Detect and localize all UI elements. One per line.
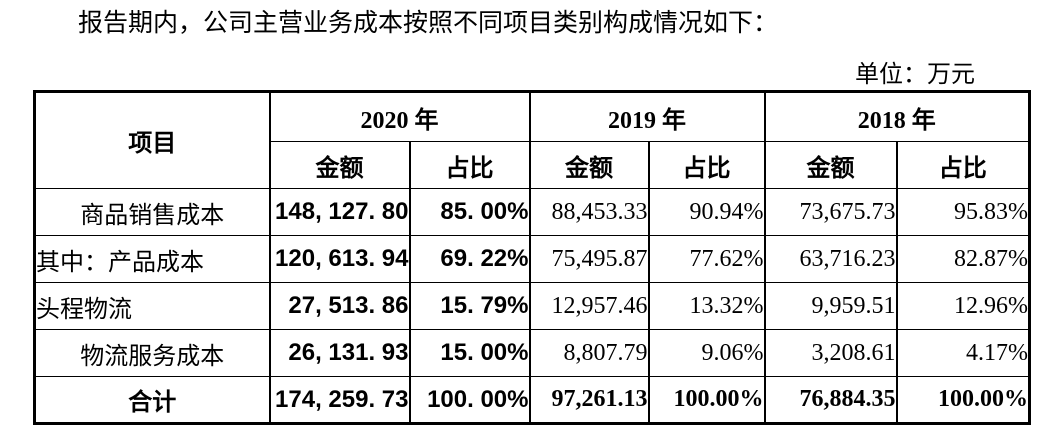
cell-ratio-2019: 9.06%	[647, 329, 766, 377]
header-year-2019: 2019 年	[528, 91, 766, 142]
cell-amount-2020: 174, 259. 73	[268, 376, 411, 424]
cell-ratio-2018: 82.87%	[895, 235, 1031, 283]
cell-amount-2018: 73,675.73	[763, 188, 898, 236]
table-row-logistics-service-cost: 物流服务成本 26, 131. 93 15. 00% 8,807.79 9.06…	[33, 329, 1031, 377]
cell-ratio-2020: 15. 79%	[408, 282, 531, 330]
cell-item-total: 合计	[33, 376, 271, 424]
cell-amount-2019: 8,807.79	[528, 329, 650, 377]
cell-ratio-2020: 15. 00%	[408, 329, 531, 377]
table-row-total: 合计 174, 259. 73 100. 00% 97,261.13 100.0…	[33, 376, 1031, 424]
cell-amount-2019: 97,261.13	[528, 376, 650, 424]
unit-label: 单位：万元	[855, 62, 975, 88]
cell-amount-2019: 75,495.87	[528, 235, 650, 283]
cell-ratio-2019: 100.00%	[647, 376, 766, 424]
cell-ratio-2019: 90.94%	[647, 188, 766, 236]
cell-amount-2018: 3,208.61	[763, 329, 898, 377]
table-header-row-years: 项目 2020 年 2019 年 2018 年	[33, 91, 1031, 189]
cell-amount-2018: 76,884.35	[763, 376, 898, 424]
cell-amount-2020: 26, 131. 93	[268, 329, 411, 377]
report-intro-text: 报告期内，公司主营业务成本按照不同项目类别构成情况如下：	[78, 10, 779, 37]
cell-ratio-2020: 100. 00%	[408, 376, 531, 424]
cell-ratio-2019: 77.62%	[647, 235, 766, 283]
header-amount-2018: 金额	[763, 141, 898, 189]
cost-composition-table: 项目 2020 年 2019 年 2018 年 金额 占比 金额 占比 金额 占…	[33, 90, 1031, 425]
header-ratio-2018: 占比	[895, 141, 1031, 189]
header-year-2018: 2018 年	[763, 91, 1031, 142]
cell-item: 其中：产品成本	[33, 235, 271, 283]
cell-amount-2018: 9,959.51	[763, 282, 898, 330]
cell-ratio-2020: 85. 00%	[408, 188, 531, 236]
header-ratio-2020: 占比	[408, 141, 531, 189]
header-amount-2019: 金额	[528, 141, 650, 189]
cell-amount-2020: 148, 127. 80	[268, 188, 411, 236]
cell-amount-2020: 120, 613. 94	[268, 235, 411, 283]
table-row-first-leg-logistics: 头程物流 27, 513. 86 15. 79% 12,957.46 13.32…	[33, 282, 1031, 330]
cell-item: 商品销售成本	[33, 188, 271, 236]
header-item: 项目	[33, 91, 271, 189]
cell-amount-2019: 12,957.46	[528, 282, 650, 330]
cell-item: 物流服务成本	[33, 329, 271, 377]
cell-item: 头程物流	[33, 282, 271, 330]
header-amount-2020: 金额	[268, 141, 411, 189]
cell-ratio-2018: 95.83%	[895, 188, 1031, 236]
cell-amount-2020: 27, 513. 86	[268, 282, 411, 330]
table-row-goods-sales-cost: 商品销售成本 148, 127. 80 85. 00% 88,453.33 90…	[33, 188, 1031, 236]
cell-ratio-2018: 100.00%	[895, 376, 1031, 424]
cell-amount-2018: 63,716.23	[763, 235, 898, 283]
cell-ratio-2020: 69. 22%	[408, 235, 531, 283]
cell-ratio-2018: 4.17%	[895, 329, 1031, 377]
cell-ratio-2019: 13.32%	[647, 282, 766, 330]
header-ratio-2019: 占比	[647, 141, 766, 189]
table-row-product-cost: 其中：产品成本 120, 613. 94 69. 22% 75,495.87 7…	[33, 235, 1031, 283]
cell-amount-2019: 88,453.33	[528, 188, 650, 236]
cell-ratio-2018: 12.96%	[895, 282, 1031, 330]
header-year-2020: 2020 年	[268, 91, 531, 142]
